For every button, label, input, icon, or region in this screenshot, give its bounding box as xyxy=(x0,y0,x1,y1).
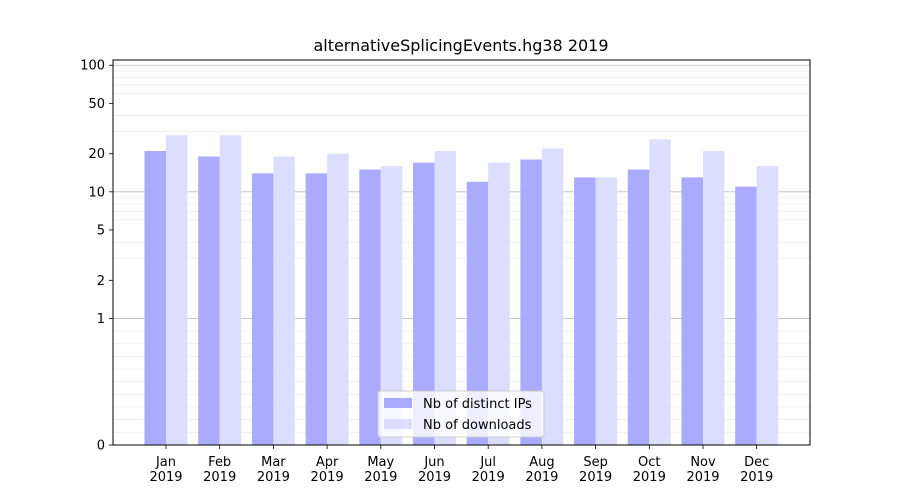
bar-nb-of-downloads xyxy=(703,151,725,445)
x-tick-label-line: 2019 xyxy=(257,470,290,485)
bar-nb-of-distinct-ips xyxy=(466,181,489,445)
x-tick-label: Dec 2019 xyxy=(740,455,773,485)
x-tick-label: Jul 2019 xyxy=(472,455,505,485)
bar-nb-of-downloads xyxy=(273,156,295,446)
legend-swatch xyxy=(384,419,412,429)
y-tick-label: 50 xyxy=(88,97,105,112)
bar-nb-of-downloads xyxy=(595,177,618,446)
x-tick-label-line: 2019 xyxy=(472,470,505,485)
x-tick-label-line: 2019 xyxy=(364,470,397,485)
x-tick-label: Sep 2019 xyxy=(579,455,612,485)
x-tick-label: Apr 2019 xyxy=(311,455,344,485)
y-tick-label: 0 xyxy=(97,439,105,454)
bar-nb-of-downloads xyxy=(380,165,403,446)
x-tick-label: Mar 2019 xyxy=(257,455,290,485)
bar-nb-of-distinct-ips xyxy=(359,169,381,445)
x-tick-label-line: 2019 xyxy=(579,470,612,485)
bars xyxy=(144,135,779,446)
legend-box xyxy=(377,390,545,438)
bar-nb-of-distinct-ips xyxy=(198,156,220,446)
plot-frame xyxy=(112,59,811,446)
bar-nb-of-distinct-ips xyxy=(305,173,328,445)
x-tick-label-line: Mar xyxy=(261,455,286,470)
x-tick-label-line: Jul xyxy=(479,455,496,470)
x-tick-label: Jun 2019 xyxy=(418,455,451,485)
y-tick-label: 1 xyxy=(97,312,105,327)
bar-nb-of-distinct-ips xyxy=(574,177,596,446)
x-tick-label-line: 2019 xyxy=(633,470,666,485)
x-tick-label-line: Jun xyxy=(423,455,444,470)
bar-nb-of-distinct-ips xyxy=(735,186,757,446)
bar-nb-of-downloads xyxy=(166,135,188,445)
y-tick-label: 5 xyxy=(97,223,105,238)
x-tick-label-line: 2019 xyxy=(149,470,182,485)
bar-nb-of-downloads xyxy=(327,153,349,446)
bar-nb-of-downloads xyxy=(649,139,671,445)
bar-nb-of-distinct-ips xyxy=(413,162,435,445)
x-tick-label-line: Sep xyxy=(583,455,608,470)
bar-nb-of-distinct-ips xyxy=(251,173,274,445)
bar-nb-of-downloads xyxy=(219,135,242,445)
bar-nb-of-distinct-ips xyxy=(144,151,166,445)
x-tick-label-line: 2019 xyxy=(311,470,344,485)
bar-nb-of-downloads xyxy=(541,148,564,445)
x-tick-label: Aug 2019 xyxy=(525,455,558,485)
y-tick-label: 20 xyxy=(88,147,105,162)
bar-nb-of-distinct-ips xyxy=(681,177,703,446)
x-tick-label-line: Aug xyxy=(529,455,554,470)
y-tick-label: 2 xyxy=(97,274,105,289)
legend-label: Nb of downloads xyxy=(423,418,532,433)
x-tick-label: Nov 2019 xyxy=(686,455,719,485)
x-tick-label-line: Jan xyxy=(155,455,176,470)
x-tick-label: May 2019 xyxy=(364,455,397,485)
chart-title: alternativeSplicingEvents.hg38 2019 xyxy=(313,36,608,55)
x-tick-label-line: May xyxy=(367,455,394,470)
x-tick-label-line: Apr xyxy=(316,455,339,470)
bar-nb-of-downloads xyxy=(434,151,456,445)
x-tick-label-line: 2019 xyxy=(418,470,451,485)
legend: Nb of distinct IPs Nb of downloads xyxy=(377,390,545,438)
legend-swatch xyxy=(384,398,412,408)
x-tick-label-line: Feb xyxy=(208,455,231,470)
bar-nb-of-distinct-ips xyxy=(627,169,650,445)
x-tick-label-line: 2019 xyxy=(525,470,558,485)
x-tick-label-line: 2019 xyxy=(686,470,719,485)
x-tick-label-line: Dec xyxy=(744,455,769,470)
x-tick-label-line: Nov xyxy=(690,455,716,470)
x-tick-label-line: 2019 xyxy=(203,470,236,485)
bar-nb-of-downloads xyxy=(756,165,779,446)
bar-nb-of-distinct-ips xyxy=(520,159,542,445)
x-tick-label-line: 2019 xyxy=(740,470,773,485)
x-tick-label: Oct 2019 xyxy=(633,455,666,485)
bar-nb-of-downloads xyxy=(488,162,510,445)
legend-label: Nb of distinct IPs xyxy=(423,397,532,412)
x-tick-label: Feb 2019 xyxy=(203,455,236,485)
x-tick-label: Jan 2019 xyxy=(149,455,182,485)
x-tick-label-line: Oct xyxy=(638,455,660,470)
y-tick-label: 10 xyxy=(88,185,105,200)
y-tick-label: 100 xyxy=(80,59,105,74)
